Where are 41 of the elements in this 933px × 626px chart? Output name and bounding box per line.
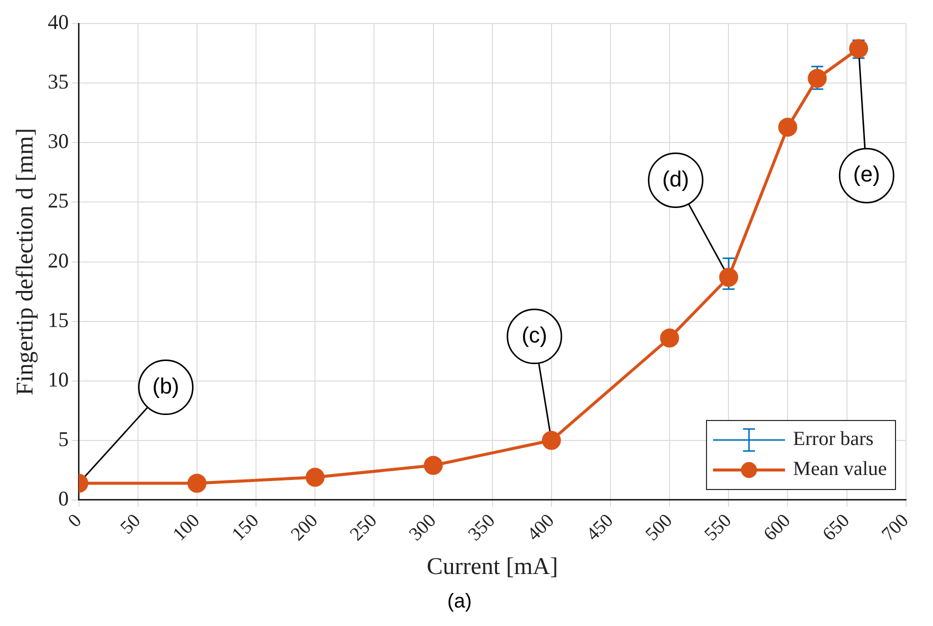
point: [849, 39, 868, 59]
point: [542, 430, 561, 450]
x-tick-label: 300: [405, 510, 440, 546]
x-tick-label: 400: [523, 510, 558, 546]
x-tick-label: 350: [464, 510, 500, 546]
y-tick-label: 40: [48, 10, 69, 34]
x-tick-label: 200: [287, 510, 322, 546]
annotation: (e): [853, 162, 880, 187]
point: [660, 328, 680, 348]
point: [306, 468, 325, 487]
legend-label: Mean value: [793, 458, 887, 482]
x-tick-label: 150: [228, 510, 264, 546]
point: [424, 456, 443, 475]
x-tick-label: 450: [582, 510, 618, 546]
point: [808, 68, 827, 88]
y-tick-label: 25: [48, 188, 69, 213]
point: [719, 268, 738, 287]
x-tick-label: 700: [878, 510, 913, 546]
x-tick-label: 100: [169, 510, 204, 546]
x-tick-label: 500: [642, 510, 677, 546]
x-axis-title: Current [mA]: [426, 554, 558, 580]
y-tick-label: 10: [48, 367, 69, 392]
annotation: (b): [152, 373, 180, 398]
y-tick-label: 15: [48, 308, 69, 332]
x-tick-label: 250: [346, 510, 382, 546]
point: [187, 474, 206, 493]
x-tick-label: 550: [700, 510, 736, 546]
y-tick-label: 0: [58, 486, 69, 510]
annotation: (c): [522, 322, 548, 348]
y-axis-title: Fingertip deflection d [mm]: [12, 128, 39, 396]
x-tick-label: 600: [760, 510, 795, 546]
y-tick-label: 35: [48, 70, 69, 94]
x-tick-label: 50: [116, 510, 145, 538]
annotation: Error bars: [793, 428, 874, 452]
y-tick-label: 5: [58, 426, 69, 451]
y-tick-label: 30: [48, 129, 69, 154]
point: [778, 118, 798, 137]
annotation: (d): [662, 166, 690, 192]
x-tick-label: 650: [818, 510, 854, 546]
y-tick-label: 20: [48, 248, 69, 272]
text: (a): [447, 590, 472, 613]
